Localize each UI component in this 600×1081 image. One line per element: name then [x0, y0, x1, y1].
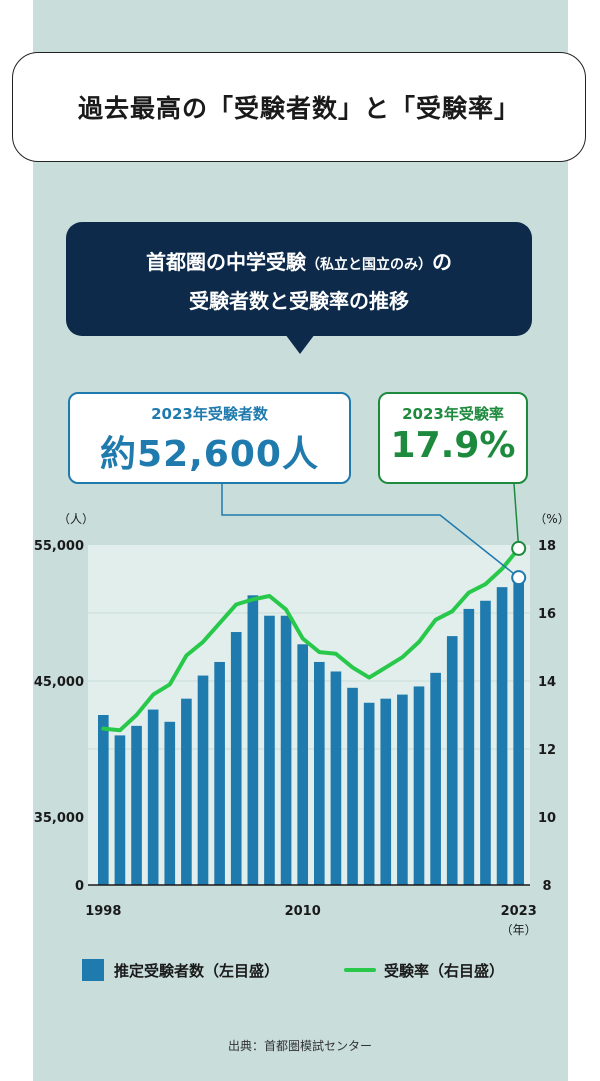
rate-callout: 2023年受験率 17.9% — [378, 392, 528, 484]
bar — [247, 595, 259, 885]
rate-line — [101, 546, 521, 733]
bar — [147, 709, 159, 885]
legend: 推定受験者数（左目盛） 受験率（右目盛） — [82, 957, 542, 983]
bar — [214, 661, 225, 885]
y-right-tick-label: 12 — [538, 743, 556, 758]
bar — [114, 735, 126, 885]
count-connector — [221, 484, 520, 579]
bar — [313, 661, 325, 885]
x-tick-label: 2023 — [501, 904, 537, 919]
count-callout: 2023年受験者数 約52,600人 — [68, 392, 351, 484]
bar — [463, 608, 475, 885]
y-right-tick-label: 18 — [538, 539, 556, 554]
bar — [347, 687, 358, 885]
y-right-tick-label: 8 — [542, 879, 551, 894]
bar — [496, 587, 508, 885]
subtitle-line1-c: の — [432, 250, 452, 274]
count-marker — [511, 570, 527, 586]
x-tick-label: 1998 — [85, 904, 121, 919]
legend-bar-swatch — [82, 959, 104, 981]
bar — [397, 694, 408, 885]
bar — [197, 675, 209, 885]
subtitle-line1: 首都圏の中学受験（私立と国立のみ）の — [66, 244, 532, 283]
y-right-tick-label: 10 — [538, 811, 556, 826]
subtitle-line1-b: （私立と国立のみ） — [306, 257, 432, 273]
bar — [164, 721, 176, 885]
subtitle-line1-a: 首都圏の中学受験 — [146, 250, 306, 274]
bar — [513, 577, 525, 885]
bar — [230, 632, 242, 885]
bar — [446, 636, 458, 885]
y-left-tick-label: 35,000 — [34, 811, 84, 826]
rate-callout-value: 17.9% — [390, 425, 516, 466]
y-right-tick-label: 14 — [538, 675, 556, 690]
legend-line-label: 受験率（右目盛） — [384, 962, 505, 980]
x-unit: （年） — [501, 923, 537, 937]
y-right-tick-label: 16 — [538, 607, 556, 622]
bar — [131, 725, 142, 885]
bar — [97, 715, 109, 885]
bar — [413, 686, 425, 885]
background-panel — [33, 0, 568, 1081]
y-left-tick-label: 0 — [75, 879, 84, 894]
x-tick-label: 2010 — [285, 904, 321, 919]
y-left-tick-label: 55,000 — [34, 539, 84, 554]
rate-marker — [511, 540, 527, 556]
bar — [330, 671, 342, 885]
rate-callout-label: 2023年受験率 — [402, 405, 504, 423]
rate-connector — [513, 483, 520, 549]
count-callout-label: 2023年受験者数 — [151, 405, 268, 423]
count-callout-value: 約52,600人 — [100, 434, 319, 475]
bar — [181, 698, 192, 885]
bar — [430, 672, 441, 885]
subtitle-pointer — [285, 334, 315, 354]
y-left-tick-label: 45,000 — [34, 675, 84, 690]
bar — [280, 615, 292, 885]
source-note: 出典：首都圏模試センター — [227, 1039, 372, 1053]
subtitle-box: 首都圏の中学受験（私立と国立のみ）の 受験者数と受験率の推移 — [66, 222, 532, 336]
page-title: 過去最高の「受験者数」と「受験率」 — [77, 94, 520, 123]
legend-line-swatch — [344, 968, 376, 972]
y-left-unit: （人） — [58, 512, 94, 526]
legend-bar-label: 推定受験者数（左目盛） — [114, 962, 280, 980]
bar — [264, 615, 275, 885]
y-right-unit: （%） — [534, 512, 569, 526]
subtitle-line2: 受験者数と受験率の推移 — [189, 289, 409, 313]
bar — [363, 702, 375, 885]
bar — [380, 698, 392, 885]
title-box: 過去最高の「受験者数」と「受験率」 — [12, 52, 586, 162]
bar — [480, 600, 491, 885]
bar — [297, 644, 309, 885]
